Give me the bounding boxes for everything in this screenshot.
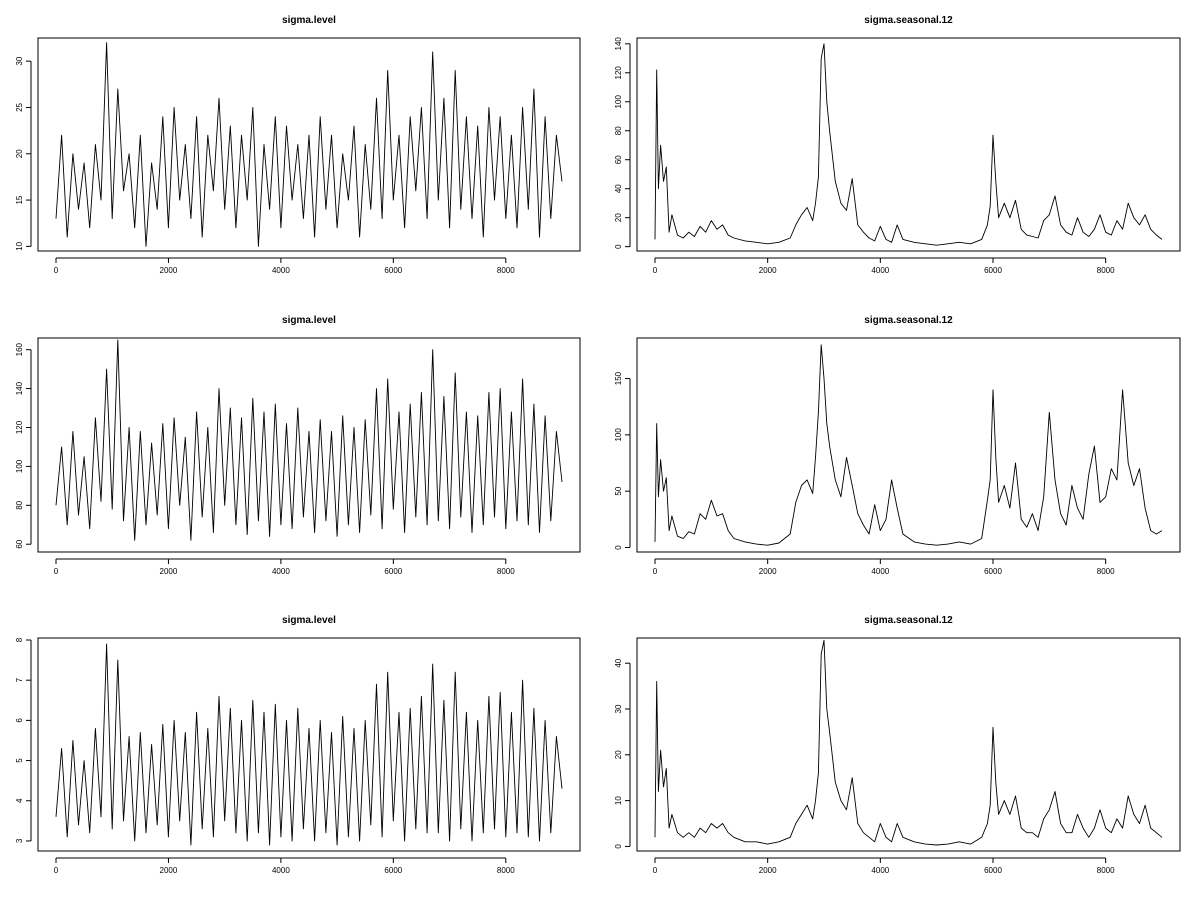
plot-frame bbox=[37, 637, 581, 852]
x-tick-label: 4000 bbox=[272, 266, 290, 275]
series-line bbox=[654, 344, 1163, 546]
panel-title: sigma.level bbox=[282, 315, 336, 326]
y-tick-label: 6 bbox=[15, 718, 24, 723]
plot-frame bbox=[37, 37, 581, 252]
y-tick-label: 60 bbox=[614, 155, 623, 164]
series-line bbox=[55, 643, 563, 846]
x-tick-label: 0 bbox=[653, 866, 658, 875]
y-tick-label: 60 bbox=[15, 539, 24, 548]
x-tick-label: 2000 bbox=[160, 266, 178, 275]
x-tick-label: 6000 bbox=[384, 866, 402, 875]
x-tick-label: 4000 bbox=[871, 567, 889, 576]
panel-title: sigma.level bbox=[282, 615, 336, 626]
y-tick-label: 8 bbox=[15, 637, 24, 642]
x-tick-label: 0 bbox=[54, 866, 59, 875]
panel-title: sigma.seasonal.12 bbox=[864, 315, 953, 326]
y-tick-label: 0 bbox=[614, 844, 623, 849]
x-tick-label: 8000 bbox=[1097, 567, 1115, 576]
y-tick-label: 20 bbox=[614, 213, 623, 222]
y-tick-label: 20 bbox=[614, 750, 623, 759]
y-tick-label: 40 bbox=[614, 184, 623, 193]
x-tick-label: 6000 bbox=[984, 567, 1002, 576]
y-tick-label: 4 bbox=[15, 798, 24, 803]
y-tick-label: 140 bbox=[15, 381, 24, 395]
y-tick-label: 160 bbox=[15, 342, 24, 356]
panel-sigma-level-1: sigma.level 0 2000 4000 6000 8000 10 15 20 25 30 bbox=[15, 15, 581, 275]
panel-sigma-seasonal-2: sigma.seasonal.12 0 2000 4000 6000 8000 0 50 10… bbox=[614, 315, 1181, 576]
y-tick-label: 0 bbox=[614, 244, 623, 249]
y-tick-label: 40 bbox=[614, 658, 623, 667]
panel-title: sigma.level bbox=[282, 15, 336, 26]
x-tick-label: 0 bbox=[653, 266, 658, 275]
y-tick-label: 120 bbox=[15, 420, 24, 434]
plot-frame bbox=[37, 337, 581, 553]
x-tick-label: 0 bbox=[653, 567, 658, 576]
x-tick-label: 6000 bbox=[984, 266, 1002, 275]
y-tick-label: 100 bbox=[15, 459, 24, 473]
panel-title: sigma.seasonal.12 bbox=[864, 615, 953, 626]
x-tick-label: 2000 bbox=[160, 866, 178, 875]
y-tick-label: 140 bbox=[614, 37, 623, 51]
panel-sigma-seasonal-3: sigma.seasonal.12 0 2000 4000 6000 8000 0 10 20… bbox=[614, 615, 1181, 875]
y-tick-label: 80 bbox=[614, 126, 623, 135]
y-tick-label: 80 bbox=[15, 500, 24, 509]
panel-sigma-level-2: sigma.level 0 2000 4000 6000 8000 60 80 100 120 1… bbox=[15, 315, 581, 576]
y-tick-label: 150 bbox=[614, 371, 623, 385]
x-tick-label: 6000 bbox=[384, 567, 402, 576]
y-tick-label: 10 bbox=[15, 241, 24, 250]
panel-sigma-seasonal-1: sigma.seasonal.12 0 2000 4000 6000 8000 0 20 40… bbox=[614, 15, 1181, 275]
x-tick-label: 2000 bbox=[160, 567, 178, 576]
x-tick-label: 6000 bbox=[384, 266, 402, 275]
y-tick-label: 30 bbox=[614, 704, 623, 713]
x-tick-label: 4000 bbox=[871, 866, 889, 875]
series-line bbox=[654, 639, 1163, 846]
y-tick-label: 50 bbox=[614, 486, 623, 495]
panel-title: sigma.seasonal.12 bbox=[864, 15, 953, 26]
y-tick-label: 10 bbox=[614, 796, 623, 805]
series-line bbox=[55, 339, 563, 541]
y-tick-label: 120 bbox=[614, 66, 623, 80]
x-tick-label: 4000 bbox=[272, 866, 290, 875]
x-tick-label: 4000 bbox=[871, 266, 889, 275]
x-tick-label: 2000 bbox=[759, 567, 777, 576]
plot-frame bbox=[636, 337, 1181, 553]
plot-frame bbox=[636, 637, 1181, 852]
x-tick-label: 8000 bbox=[497, 567, 515, 576]
x-tick-label: 2000 bbox=[759, 866, 777, 875]
x-tick-label: 8000 bbox=[1097, 266, 1115, 275]
series-line bbox=[55, 42, 563, 247]
x-tick-label: 8000 bbox=[497, 266, 515, 275]
series-line bbox=[654, 43, 1163, 246]
y-tick-label: 20 bbox=[15, 149, 24, 158]
x-tick-label: 8000 bbox=[497, 866, 515, 875]
x-tick-label: 8000 bbox=[1097, 866, 1115, 875]
y-tick-label: 25 bbox=[15, 102, 24, 111]
plot-frame bbox=[636, 37, 1181, 252]
y-tick-label: 30 bbox=[15, 56, 24, 65]
y-tick-label: 3 bbox=[15, 838, 24, 843]
y-tick-label: 100 bbox=[614, 95, 623, 109]
y-tick-label: 5 bbox=[15, 758, 24, 763]
x-tick-label: 6000 bbox=[984, 866, 1002, 875]
panel-sigma-level-3: sigma.level 0 2000 4000 6000 8000 3 4 5 6 7 8 bbox=[15, 615, 581, 875]
y-tick-label: 100 bbox=[614, 428, 623, 442]
x-tick-label: 2000 bbox=[759, 266, 777, 275]
y-tick-label: 0 bbox=[614, 545, 623, 550]
y-tick-label: 7 bbox=[15, 677, 24, 682]
y-tick-label: 15 bbox=[15, 195, 24, 204]
x-tick-label: 4000 bbox=[272, 567, 290, 576]
x-tick-label: 0 bbox=[54, 567, 59, 576]
x-tick-label: 0 bbox=[54, 266, 59, 275]
